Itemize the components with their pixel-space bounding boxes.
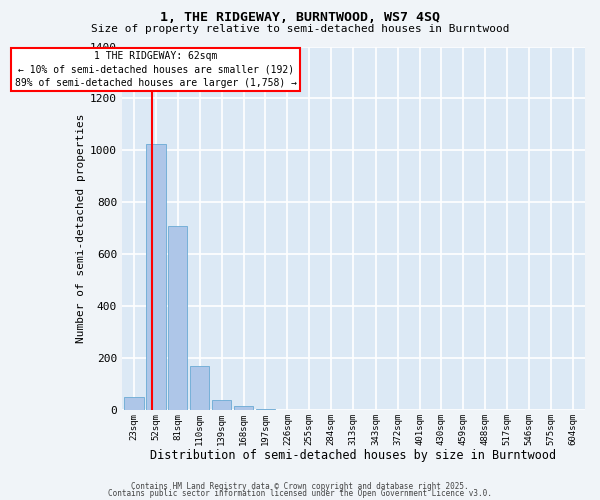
Bar (146, 144, 166, 410)
Bar (256, 409, 275, 410)
Text: Size of property relative to semi-detached houses in Burntwood: Size of property relative to semi-detach… (91, 24, 509, 34)
Text: Contains public sector information licensed under the Open Government Licence v3: Contains public sector information licen… (108, 490, 492, 498)
Text: 1 THE RIDGEWAY: 62sqm
← 10% of semi-detached houses are smaller (192)
89% of sem: 1 THE RIDGEWAY: 62sqm ← 10% of semi-deta… (15, 51, 297, 88)
Text: Contains HM Land Registry data © Crown copyright and database right 2025.: Contains HM Land Registry data © Crown c… (131, 482, 469, 491)
Bar (190, 366, 209, 410)
Bar (234, 406, 253, 410)
Y-axis label: Number of semi-detached properties: Number of semi-detached properties (76, 114, 86, 343)
Text: 1, THE RIDGEWAY, BURNTWOOD, WS7 4SQ: 1, THE RIDGEWAY, BURNTWOOD, WS7 4SQ (160, 11, 440, 24)
X-axis label: Distribution of semi-detached houses by size in Burntwood: Distribution of semi-detached houses by … (151, 450, 557, 462)
Bar (168, 226, 187, 410)
Bar (212, 400, 231, 410)
Bar (124, 398, 143, 410)
